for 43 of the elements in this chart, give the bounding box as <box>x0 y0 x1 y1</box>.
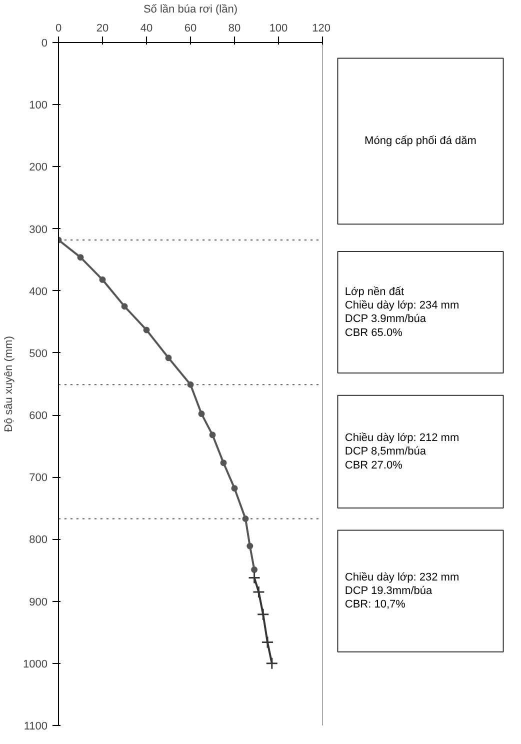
y-tick-label: 1000 <box>23 658 48 670</box>
point <box>220 460 227 466</box>
point <box>242 515 249 522</box>
point <box>209 432 216 438</box>
text: Lớp nền đất Chiều dày lớp: 234 mm DCP 3.9mm/búa CBR 65.0% <box>344 286 460 339</box>
y-axis-title: Độ sâu xuyên (mm) <box>3 336 16 432</box>
y-tick-label: 200 <box>29 162 48 174</box>
x-tick-label: 40 <box>140 22 153 34</box>
x-tick-label: 120 <box>312 22 331 34</box>
x-tick-label: 100 <box>269 22 288 34</box>
x-tick-label: 20 <box>96 22 109 34</box>
point <box>251 566 258 573</box>
point <box>143 326 150 334</box>
point <box>77 254 84 261</box>
point <box>266 657 278 670</box>
point <box>231 485 238 492</box>
y-tick-label: 100 <box>29 100 48 112</box>
point <box>121 303 128 310</box>
point <box>261 636 274 649</box>
point <box>198 410 205 418</box>
y-tick-label: 600 <box>29 410 48 422</box>
point <box>248 571 261 584</box>
y-tick-label: 400 <box>29 286 48 298</box>
y-tick-label: 300 <box>29 224 48 236</box>
point <box>246 542 254 550</box>
y-tick-label: 800 <box>29 534 48 546</box>
y-tick-label: 1100 <box>24 720 48 732</box>
point <box>99 276 106 283</box>
text: Chiều dày lớp: 232 mm DCP 19.3mm/búa CBR: 10,7% <box>344 571 460 611</box>
point <box>187 381 194 388</box>
x-tick-label: 0 <box>55 22 62 34</box>
point <box>256 608 270 621</box>
y-tick-label: 700 <box>29 472 48 484</box>
text: Chiều dày lớp: 212 mm DCP 8,5mm/búa CBR 27.0% <box>344 432 460 472</box>
y-tick-label: 900 <box>29 596 48 608</box>
y-tick-label: 500 <box>29 348 48 360</box>
y-tick-label: 0 <box>41 38 48 50</box>
text: Móng cấp phối đá dăm <box>364 135 476 148</box>
x-tick-label: 80 <box>228 22 241 34</box>
point <box>252 586 265 598</box>
point <box>165 354 172 362</box>
x-axis-title: Số lần búa rơi (lần) <box>143 4 238 16</box>
x-tick-label: 60 <box>184 22 197 34</box>
